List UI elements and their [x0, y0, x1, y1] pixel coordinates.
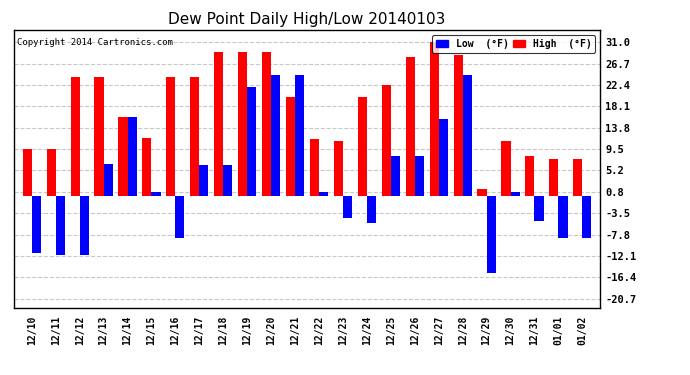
- Bar: [56, 196, 65, 255]
- Bar: [32, 196, 41, 253]
- Bar: [582, 196, 591, 238]
- Bar: [549, 159, 558, 196]
- Bar: [95, 77, 103, 196]
- Bar: [23, 149, 32, 196]
- Bar: [271, 75, 280, 196]
- Bar: [334, 141, 343, 196]
- Bar: [199, 165, 208, 196]
- Bar: [247, 87, 256, 196]
- Bar: [502, 141, 511, 196]
- Bar: [175, 196, 184, 238]
- Bar: [535, 196, 544, 221]
- Bar: [190, 77, 199, 196]
- Bar: [477, 189, 486, 196]
- Bar: [310, 139, 319, 196]
- Bar: [558, 196, 567, 238]
- Legend: Low  (°F), High  (°F): Low (°F), High (°F): [433, 35, 595, 52]
- Bar: [286, 97, 295, 196]
- Bar: [47, 149, 56, 196]
- Bar: [525, 156, 535, 196]
- Bar: [262, 52, 271, 196]
- Bar: [166, 77, 175, 196]
- Bar: [70, 77, 79, 196]
- Bar: [430, 42, 439, 196]
- Bar: [486, 196, 495, 273]
- Bar: [463, 75, 472, 196]
- Bar: [79, 196, 89, 255]
- Bar: [214, 52, 224, 196]
- Bar: [382, 84, 391, 196]
- Bar: [439, 119, 448, 196]
- Text: Copyright 2014 Cartronics.com: Copyright 2014 Cartronics.com: [17, 38, 172, 47]
- Bar: [453, 55, 463, 196]
- Bar: [151, 192, 161, 196]
- Bar: [367, 196, 376, 223]
- Bar: [415, 156, 424, 196]
- Bar: [238, 52, 247, 196]
- Bar: [224, 165, 233, 196]
- Bar: [511, 192, 520, 196]
- Bar: [142, 138, 151, 196]
- Bar: [128, 117, 137, 196]
- Bar: [295, 75, 304, 196]
- Bar: [319, 192, 328, 196]
- Bar: [119, 117, 128, 196]
- Bar: [391, 156, 400, 196]
- Bar: [573, 159, 582, 196]
- Title: Dew Point Daily High/Low 20140103: Dew Point Daily High/Low 20140103: [168, 12, 446, 27]
- Bar: [358, 97, 367, 196]
- Bar: [104, 164, 112, 196]
- Bar: [406, 57, 415, 196]
- Bar: [343, 196, 352, 218]
